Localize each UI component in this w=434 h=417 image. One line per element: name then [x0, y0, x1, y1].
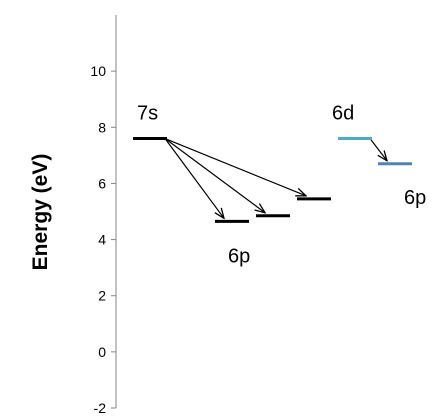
transition-6d-to-6p-r: [369, 138, 387, 161]
y-tick-label: 4: [98, 232, 106, 248]
levels: [133, 137, 412, 223]
label-7s: 7s: [137, 103, 158, 125]
label-6p-a: 6p: [228, 245, 250, 267]
transitions: [164, 137, 387, 219]
transition-7s-to-6p-a: [164, 138, 224, 219]
transition-7s-to-6p-b: [164, 138, 265, 213]
y-axis-title: Energy (eV): [29, 154, 52, 271]
y-tick-label: -2: [94, 400, 107, 416]
transition-7s-to-6p-c: [164, 137, 306, 196]
y-tick-label: 6: [98, 175, 106, 191]
y-ticks: -2 0 2 4 6 8 10: [90, 63, 116, 416]
label-6d: 6d: [332, 103, 354, 125]
y-tick-label: 2: [98, 288, 106, 304]
label-6p-r: 6p: [404, 187, 426, 209]
y-tick-label: 8: [98, 119, 106, 135]
y-tick-label: 10: [90, 63, 106, 79]
y-tick-label: 0: [98, 344, 106, 360]
level-labels: 7s 6p 6d 6p: [137, 103, 426, 268]
